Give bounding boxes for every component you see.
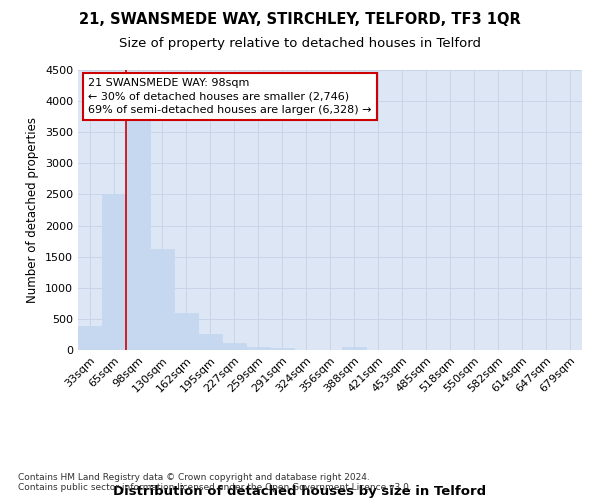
Text: Contains HM Land Registry data © Crown copyright and database right 2024.: Contains HM Land Registry data © Crown c…	[18, 474, 370, 482]
Bar	[198, 334, 222, 350]
Text: Contains public sector information licensed under the Open Government Licence v3: Contains public sector information licen…	[18, 484, 412, 492]
Y-axis label: Number of detached properties: Number of detached properties	[26, 117, 40, 303]
Text: 21 SWANSMEDE WAY: 98sqm
← 30% of detached houses are smaller (2,746)
69% of semi: 21 SWANSMEDE WAY: 98sqm ← 30% of detache…	[88, 78, 371, 115]
Bar	[222, 343, 246, 350]
Text: Distribution of detached houses by size in Telford: Distribution of detached houses by size …	[113, 484, 487, 498]
Bar	[270, 348, 294, 350]
Bar	[102, 194, 126, 350]
Bar	[342, 347, 366, 350]
Bar	[126, 118, 150, 350]
Text: Size of property relative to detached houses in Telford: Size of property relative to detached ho…	[119, 38, 481, 51]
Bar	[246, 346, 270, 350]
Bar	[150, 248, 174, 350]
Text: 21, SWANSMEDE WAY, STIRCHLEY, TELFORD, TF3 1QR: 21, SWANSMEDE WAY, STIRCHLEY, TELFORD, T…	[79, 12, 521, 28]
Bar	[174, 312, 198, 350]
Bar	[78, 326, 102, 350]
